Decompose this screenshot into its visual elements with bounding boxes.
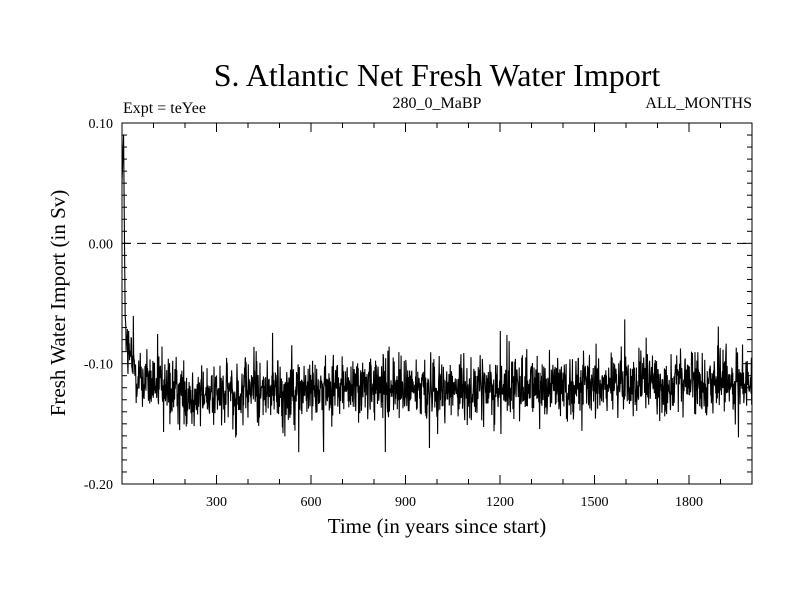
period-label: 280_0_MaBP	[393, 95, 482, 112]
x-tick-label: 600	[301, 495, 322, 510]
x-tick-label: 1200	[486, 495, 514, 510]
months-label: ALL_MONTHS	[645, 95, 752, 112]
x-tick-label: 1800	[675, 495, 703, 510]
x-tick-label: 900	[395, 495, 416, 510]
x-tick-label: 300	[206, 495, 227, 510]
y-tick-label: 0.00	[89, 237, 114, 252]
y-tick-label: 0.10	[89, 117, 114, 132]
fresh-water-import-series	[121, 135, 753, 453]
x-tick-label: 1500	[581, 495, 609, 510]
x-axis-label: Time (in years since start)	[328, 514, 547, 538]
plot-frame	[121, 122, 753, 485]
y-tick-label: -0.10	[84, 358, 113, 373]
experiment-label: Expt = teYee	[123, 100, 206, 117]
y-axis-label: Fresh Water Import (in Sv)	[46, 190, 70, 417]
y-tick-label: -0.20	[84, 478, 113, 493]
chart-title: S. Atlantic Net Fresh Water Import	[214, 57, 661, 93]
